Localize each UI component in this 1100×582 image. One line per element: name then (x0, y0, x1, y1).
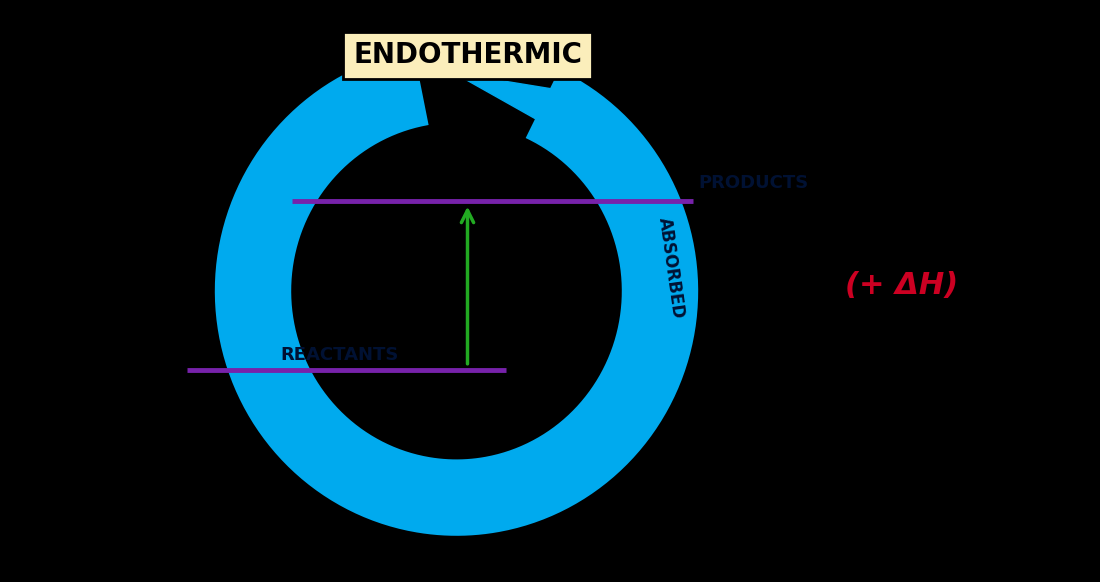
Text: (+ ΔH): (+ ΔH) (846, 271, 958, 300)
Text: ABSORBED: ABSORBED (654, 216, 686, 320)
Text: PRODUCTS: PRODUCTS (698, 174, 808, 192)
Text: ENDOTHERMIC: ENDOTHERMIC (353, 41, 582, 69)
Text: REACTANTS: REACTANTS (280, 346, 399, 364)
Polygon shape (298, 440, 415, 502)
Polygon shape (454, 73, 583, 125)
